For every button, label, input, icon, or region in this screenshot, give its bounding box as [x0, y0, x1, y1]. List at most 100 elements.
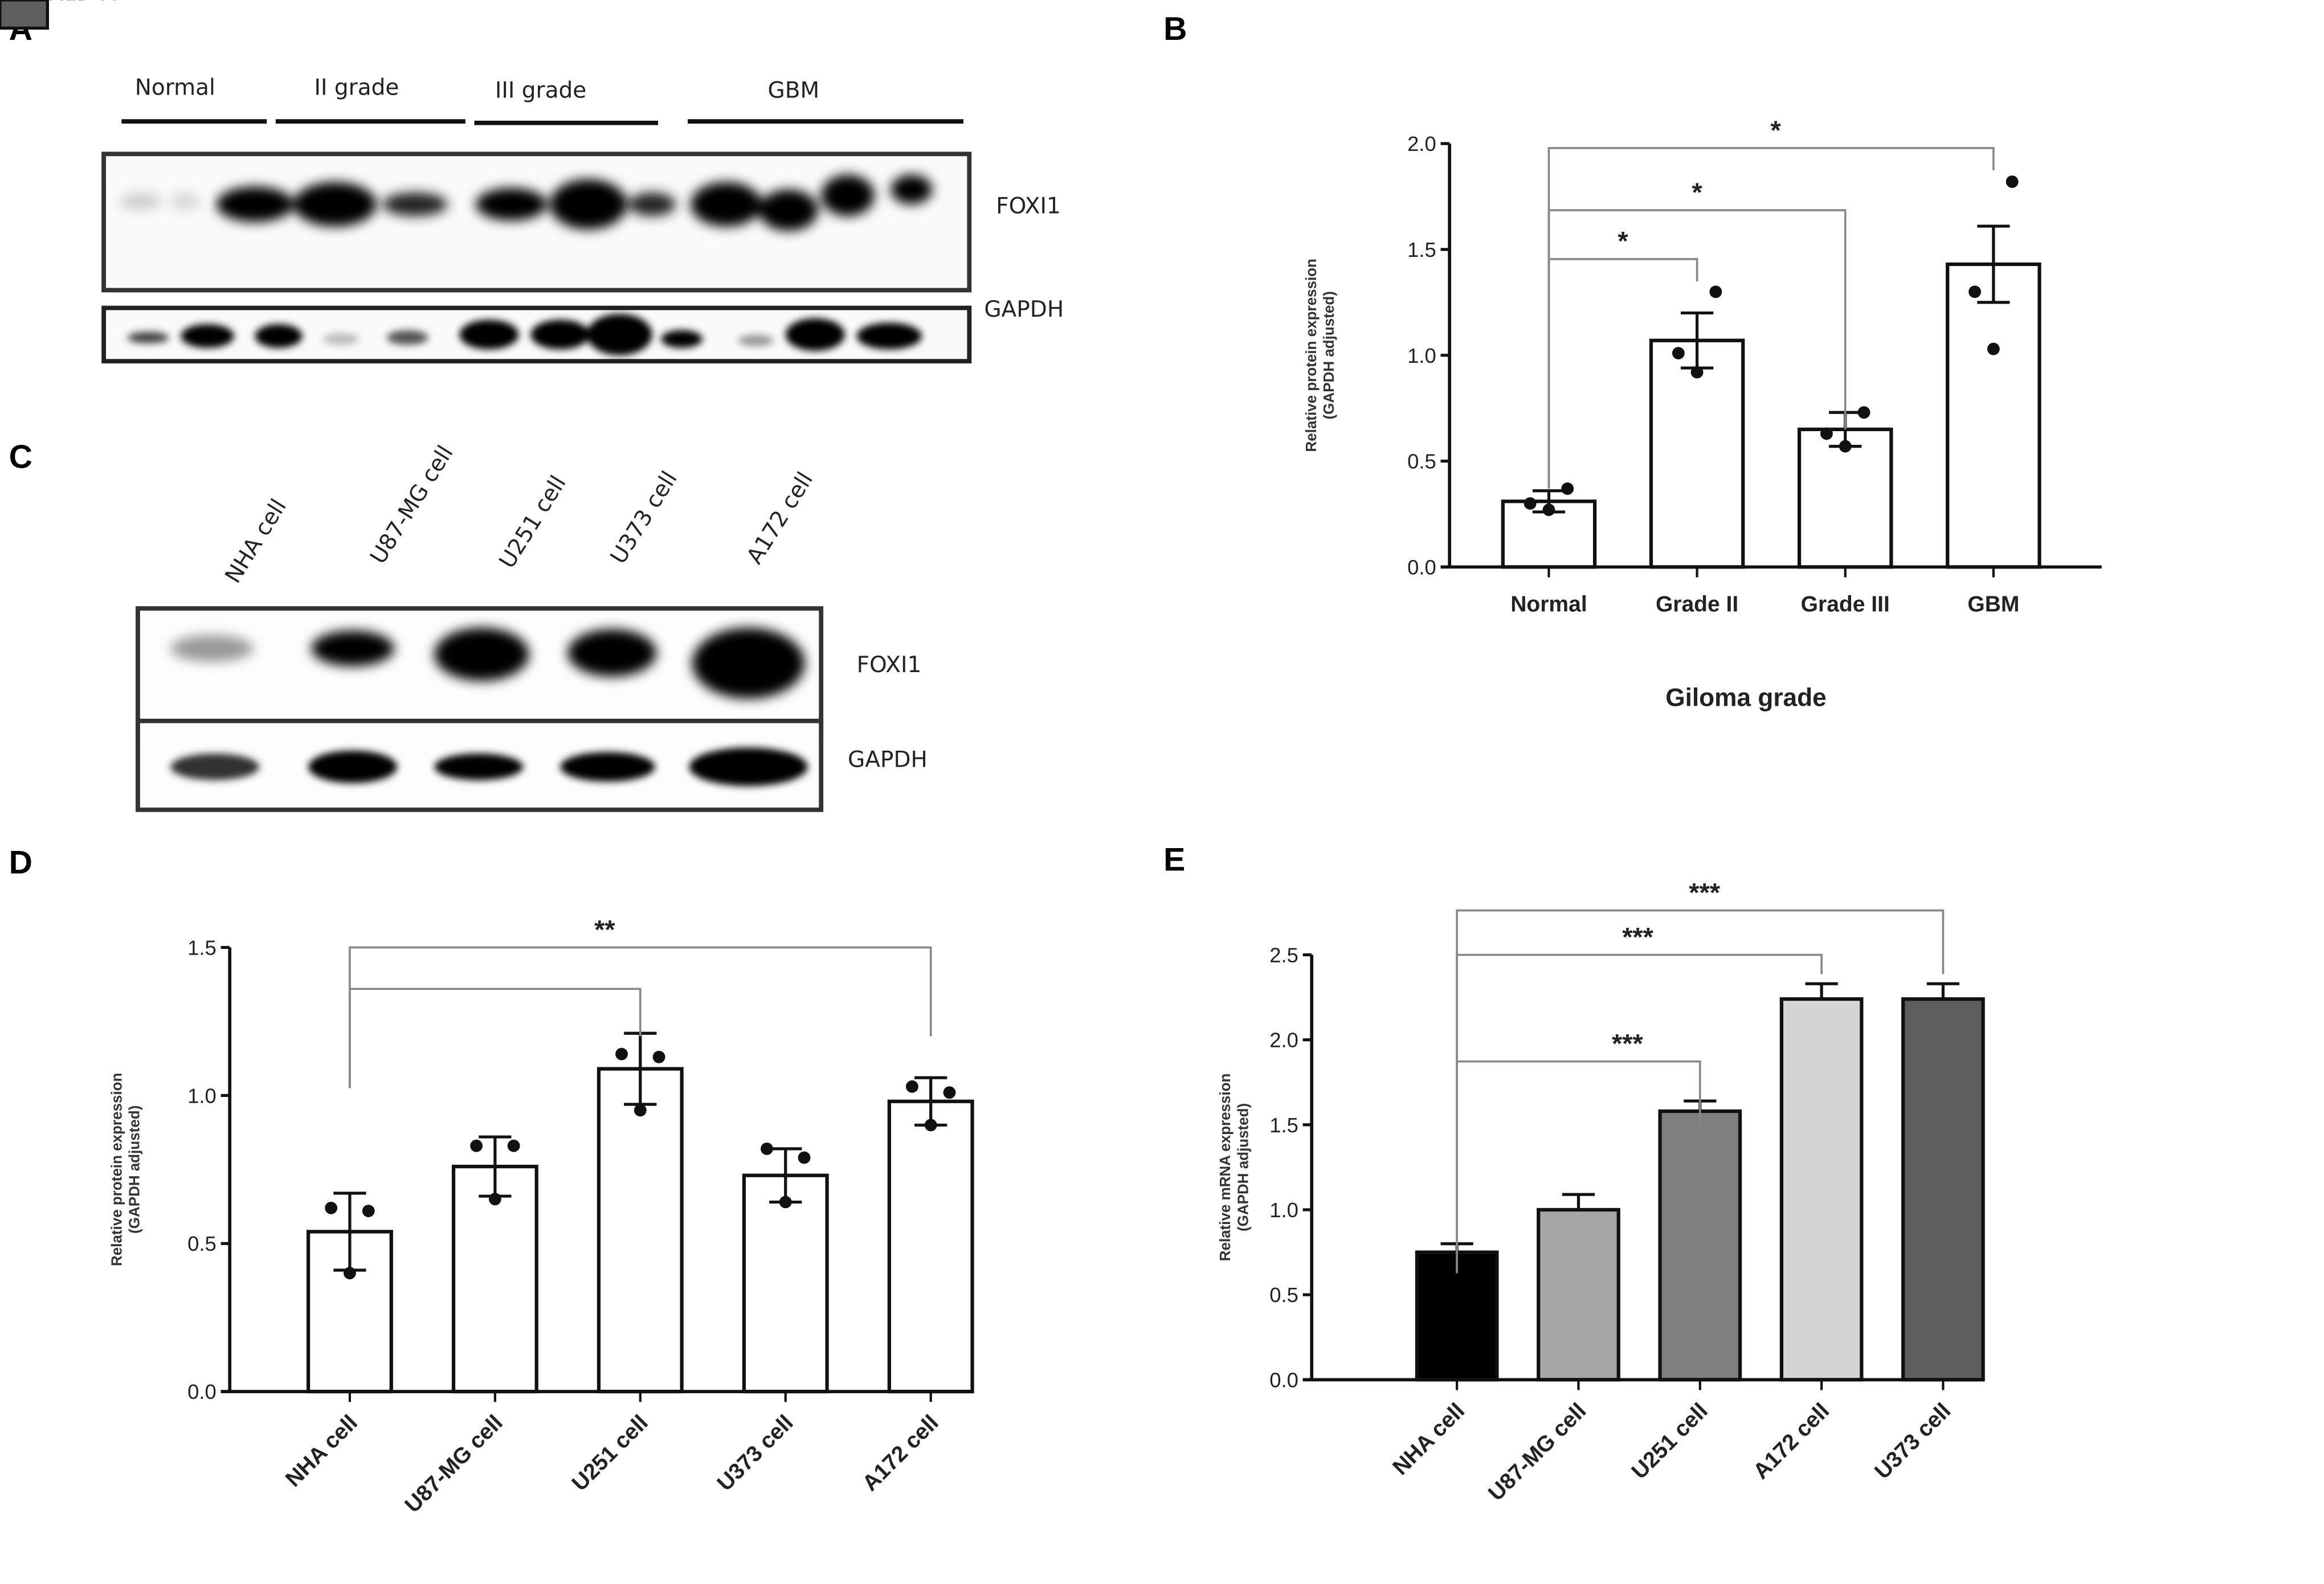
- panel-label-c: C: [9, 439, 32, 475]
- blot-label-c-foxi1: FOXI1: [857, 652, 922, 678]
- x-tick-label-u251-cell: U251 cell: [1627, 1398, 1713, 1484]
- significance-bracket-u373-cell: ***: [1456, 878, 1945, 1274]
- bar-u251-cell: [1658, 1099, 1742, 1382]
- data-point: [362, 1205, 375, 1217]
- panel-d: D 0.0 0.5 1.0 1.5 Relative protein expressio…: [9, 844, 974, 1517]
- panel-label-d: D: [9, 844, 32, 881]
- data-point: [634, 1104, 647, 1117]
- blot-label-c-gapdh: GAPDH: [848, 747, 928, 772]
- legend-label: U87-MG cell: [0, 0, 132, 5]
- y-tick-label: 1.0: [187, 1084, 217, 1107]
- y-tick-label: 0.0: [187, 1380, 217, 1403]
- group-label-gbm: GBM: [768, 78, 820, 104]
- data-point: [1968, 285, 1982, 298]
- significance-label: **: [594, 915, 615, 944]
- significance-bracket-u251-cell: [349, 988, 642, 1088]
- y-tick-label: 0.5: [1269, 1283, 1298, 1307]
- data-point: [905, 1080, 918, 1093]
- bar-u251-cell: [597, 1032, 684, 1394]
- data-point: [1857, 406, 1870, 419]
- y-tick-label: 2.0: [1269, 1029, 1298, 1052]
- data-point: [1709, 285, 1722, 298]
- y-tick-label: 0.0: [1407, 555, 1436, 579]
- panel-a: A Normal II grade III grade GBM: [9, 11, 1064, 364]
- legend-item-u373-cell: U373 cell: [0, 0, 99, 30]
- data-point: [1672, 347, 1685, 359]
- data-point: [1524, 497, 1537, 510]
- x-tick-label-nha-cell: NHA cell: [281, 1410, 362, 1492]
- data-point: [325, 1201, 338, 1214]
- group-lines: [121, 119, 963, 125]
- x-tick-label-grade-iii: Grade III: [1801, 592, 1890, 616]
- group-labels: Normal II grade III grade GBM: [135, 75, 819, 103]
- x-tick-label-u373-cell: U373 cell: [1870, 1398, 1955, 1484]
- lane-label-u373: U373 cell: [606, 467, 683, 569]
- data-point: [761, 1142, 773, 1155]
- data-point: [1690, 366, 1704, 379]
- y-axis-label: Relative protein expression(GAPDH adjust…: [1302, 259, 1337, 452]
- significance-bracket-a172-cell: **: [349, 915, 932, 1088]
- legend-label: U373 cell: [0, 0, 99, 5]
- data-point: [1987, 342, 2000, 355]
- lane-label-u87: U87-MG cell: [365, 441, 458, 569]
- x-tick-label-gbm: GBM: [1967, 592, 2019, 616]
- x-tick-label-a172-cell: A172 cell: [858, 1410, 944, 1496]
- significance-label: ***: [1612, 1029, 1643, 1058]
- y-tick-label: 1.0: [1269, 1198, 1298, 1222]
- blot-c-gapdh: [136, 718, 824, 812]
- bar-u373-cell: [1901, 982, 1985, 1382]
- data-point: [344, 1267, 356, 1280]
- lane-labels: NHA cell U87-MG cell U251 cell U373 cell…: [220, 441, 819, 588]
- legend-label: U251 cell: [0, 0, 99, 5]
- blot-label-a-foxi1: FOXI1: [996, 193, 1061, 219]
- blot-a-foxi1: [101, 152, 972, 293]
- chart-d: 0.0 0.5 1.0 1.5 Relative protein expression(…: [108, 915, 974, 1517]
- y-tick-label: 2.0: [1407, 132, 1436, 155]
- data-point: [1542, 504, 1555, 517]
- significance-bracket-a172-cell: ***: [1456, 922, 1823, 1274]
- y-tick-label: 0.5: [187, 1232, 217, 1255]
- data-point: [779, 1196, 792, 1209]
- blot-label-a-gapdh: GAPDH: [984, 297, 1064, 322]
- y-tick-label: 0.0: [1269, 1368, 1298, 1391]
- significance-label: *: [1618, 226, 1628, 256]
- data-point: [924, 1119, 937, 1132]
- significance-label: *: [1770, 115, 1781, 145]
- significance-label: *: [1692, 177, 1702, 207]
- panel-label-b: B: [1163, 11, 1187, 47]
- data-point: [798, 1151, 811, 1164]
- y-tick-label: 1.5: [1269, 1114, 1298, 1137]
- x-axis-title: Giloma grade: [1665, 684, 1827, 712]
- blot-c-foxi1: [136, 606, 824, 738]
- significance-label: ***: [1689, 878, 1720, 907]
- x-tick-label-u251-cell: U251 cell: [567, 1410, 653, 1496]
- bar-grade-iii: [1797, 406, 1893, 569]
- y-tick-label: 2.5: [1269, 943, 1298, 967]
- x-tick-label-u373-cell: U373 cell: [713, 1410, 798, 1496]
- x-tick-label-u87-mg-cell: U87-MG cell: [400, 1410, 507, 1517]
- blot-a-gapdh: [101, 305, 972, 364]
- data-point: [1839, 440, 1852, 453]
- group-label-iii-grade: III grade: [495, 78, 586, 104]
- x-tick-label-a172-cell: A172 cell: [1749, 1398, 1834, 1484]
- y-axis-label: Relative mRNA expression(GAPDH adjusted): [1216, 1073, 1251, 1261]
- significance-bracket-gbm: *: [1547, 115, 1995, 489]
- group-label-ii-grade: II grade: [314, 75, 399, 100]
- data-point: [652, 1050, 665, 1063]
- bar-a172-cell: [887, 1076, 974, 1394]
- x-tick-label-normal: Normal: [1510, 592, 1587, 616]
- lane-label-nha: NHA cell: [220, 494, 292, 587]
- lane-label-a172: A172 cell: [742, 468, 818, 568]
- data-point: [507, 1139, 520, 1152]
- data-point: [943, 1086, 956, 1099]
- group-label-normal: Normal: [135, 75, 215, 100]
- y-tick-label: 0.5: [1407, 450, 1436, 473]
- data-point: [615, 1047, 628, 1061]
- bar-gbm: [1946, 175, 2041, 569]
- panel-c: C NHA cell U87-MG cell U251 cell U373 ce…: [9, 439, 928, 812]
- y-axis-label: Relative protein expression(GAPDH adjust…: [108, 1073, 142, 1266]
- data-point: [2006, 175, 2019, 188]
- y-tick-label: 1.5: [187, 936, 217, 959]
